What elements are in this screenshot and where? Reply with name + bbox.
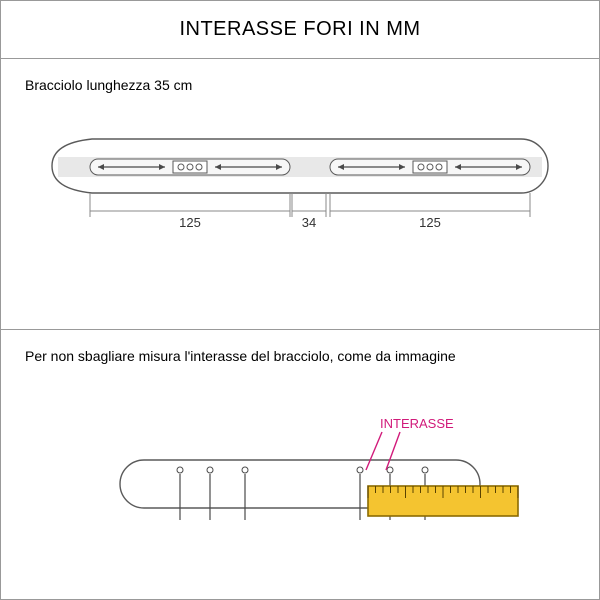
page: INTERASSE FORI IN MM Bracciolo lunghezza… — [0, 0, 600, 600]
diagram-armrest-dimensions: 125 34 125 — [25, 99, 575, 269]
panel-top: Bracciolo lunghezza 35 cm 125 34 125 — [1, 59, 599, 330]
panel-bottom-caption: Per non sbagliare misura l'interasse del… — [25, 348, 575, 364]
svg-text:34: 34 — [302, 215, 316, 230]
svg-text:125: 125 — [419, 215, 441, 230]
diagram-armrest-ruler: INTERASSE — [25, 370, 575, 560]
page-title: INTERASSE FORI IN MM — [179, 18, 420, 41]
svg-text:125: 125 — [179, 215, 201, 230]
panel-bottom: Per non sbagliare misura l'interasse del… — [1, 330, 599, 600]
panel-top-caption: Bracciolo lunghezza 35 cm — [25, 77, 575, 93]
title-row: INTERASSE FORI IN MM — [1, 1, 599, 59]
svg-text:INTERASSE: INTERASSE — [380, 416, 454, 431]
